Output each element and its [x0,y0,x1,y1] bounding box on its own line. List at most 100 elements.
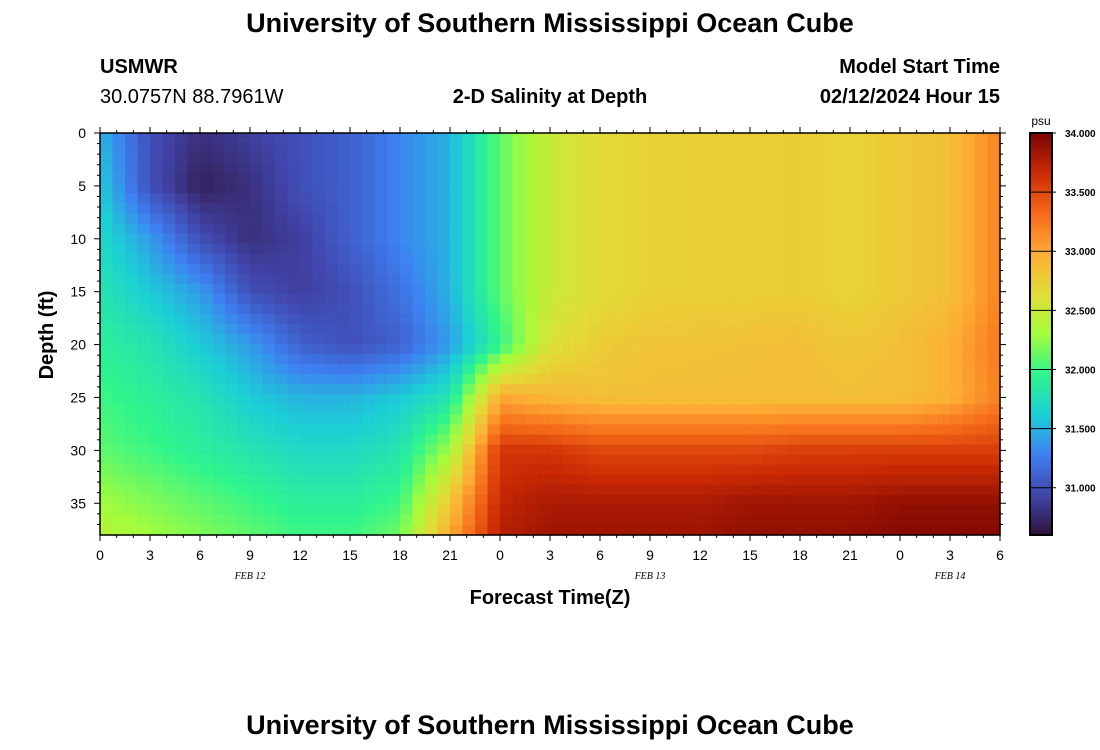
heatmap-cell [850,253,864,265]
heatmap-cell [387,273,401,285]
heatmap-cell [475,153,489,164]
heatmap-cell [650,404,664,415]
heatmap-cell [237,263,251,275]
heatmap-cell [225,374,239,385]
heatmap-cell [700,354,714,365]
heatmap-cell [412,213,426,225]
heatmap-cell [900,344,914,355]
heatmap-cell [200,474,214,486]
heatmap-cell [375,283,389,295]
heatmap-cell [662,223,676,235]
heatmap-cell [312,143,326,154]
heatmap-cell [712,133,726,144]
heatmap-cell [650,504,664,516]
heatmap-cell [900,454,914,466]
heatmap-cell [550,143,564,154]
heatmap-cell [675,183,689,194]
heatmap-cell [637,243,651,255]
heatmap-cell [312,354,326,365]
heatmap-cell [387,524,401,536]
heatmap-cell [200,183,214,194]
heatmap-cell [387,253,401,265]
heatmap-cell [400,414,414,426]
heatmap-cell [700,514,714,526]
x-tick-label: 12 [692,547,708,563]
heatmap-cell [775,313,789,325]
heatmap-cell [225,283,239,295]
heatmap-cell [562,364,576,375]
heatmap-cell [537,394,551,405]
heatmap-cell [775,153,789,164]
heatmap-cell [425,143,439,154]
heatmap-cell [400,213,414,225]
heatmap-cell [587,263,601,275]
heatmap-cell [550,153,564,164]
heatmap-cell [337,494,351,506]
heatmap-cell [762,153,776,164]
heatmap-cell [187,203,201,214]
heatmap-cell [100,183,114,194]
heatmap-cell [400,444,414,456]
heatmap-cell [525,354,539,365]
heatmap-cell [862,354,876,365]
heatmap-cell [887,263,901,275]
heatmap-cell [262,223,276,235]
heatmap-cell [137,273,151,285]
heatmap-cell [387,313,401,325]
heatmap-cell [250,374,264,385]
heatmap-cell [650,203,664,214]
heatmap-cell [387,283,401,295]
heatmap-cell [100,354,114,365]
heatmap-cell [187,253,201,265]
heatmap-cell [637,153,651,164]
heatmap-cell [437,273,451,285]
heatmap-cell [725,424,739,436]
heatmap-cell [712,484,726,496]
heatmap-cell [137,193,151,204]
heatmap-cell [937,303,951,315]
heatmap-cell [550,384,564,395]
heatmap-cell [512,193,526,204]
heatmap-cell [650,273,664,285]
heatmap-cell [500,213,514,225]
heatmap-cell [125,183,139,194]
heatmap-cell [287,283,301,295]
heatmap-cell [550,183,564,194]
heatmap-cell [200,524,214,536]
heatmap-cell [800,223,814,235]
heatmap-cell [912,334,926,345]
heatmap-cell [312,173,326,184]
heatmap-cell [287,293,301,305]
heatmap-cell [712,243,726,255]
heatmap-cell [337,424,351,436]
heatmap-cell [212,233,226,245]
heatmap-cell [700,193,714,204]
heatmap-cell [862,494,876,506]
heatmap-cell [875,354,889,365]
heatmap-cell [912,163,926,174]
heatmap-cell [562,203,576,214]
heatmap-cell [562,434,576,446]
heatmap-cell [850,273,864,285]
heatmap-cell [150,233,164,245]
heatmap-cell [162,354,176,365]
heatmap-cell [162,494,176,506]
heatmap-cell [150,484,164,496]
heatmap-cell [200,303,214,315]
heatmap-cell [762,344,776,355]
heatmap-cell [562,173,576,184]
heatmap-cell [650,223,664,235]
heatmap-cell [737,293,751,305]
heatmap-cell [100,233,114,245]
heatmap-cell [250,193,264,204]
heatmap-cell [287,173,301,184]
heatmap-cell [562,243,576,255]
heatmap-cell [950,444,964,456]
heatmap-cell [450,504,464,516]
heatmap-cell [637,354,651,365]
heatmap-cell [537,223,551,235]
heatmap-cell [587,213,601,225]
heatmap-cell [862,334,876,345]
heatmap-cell [562,354,576,365]
heatmap-cell [150,223,164,235]
